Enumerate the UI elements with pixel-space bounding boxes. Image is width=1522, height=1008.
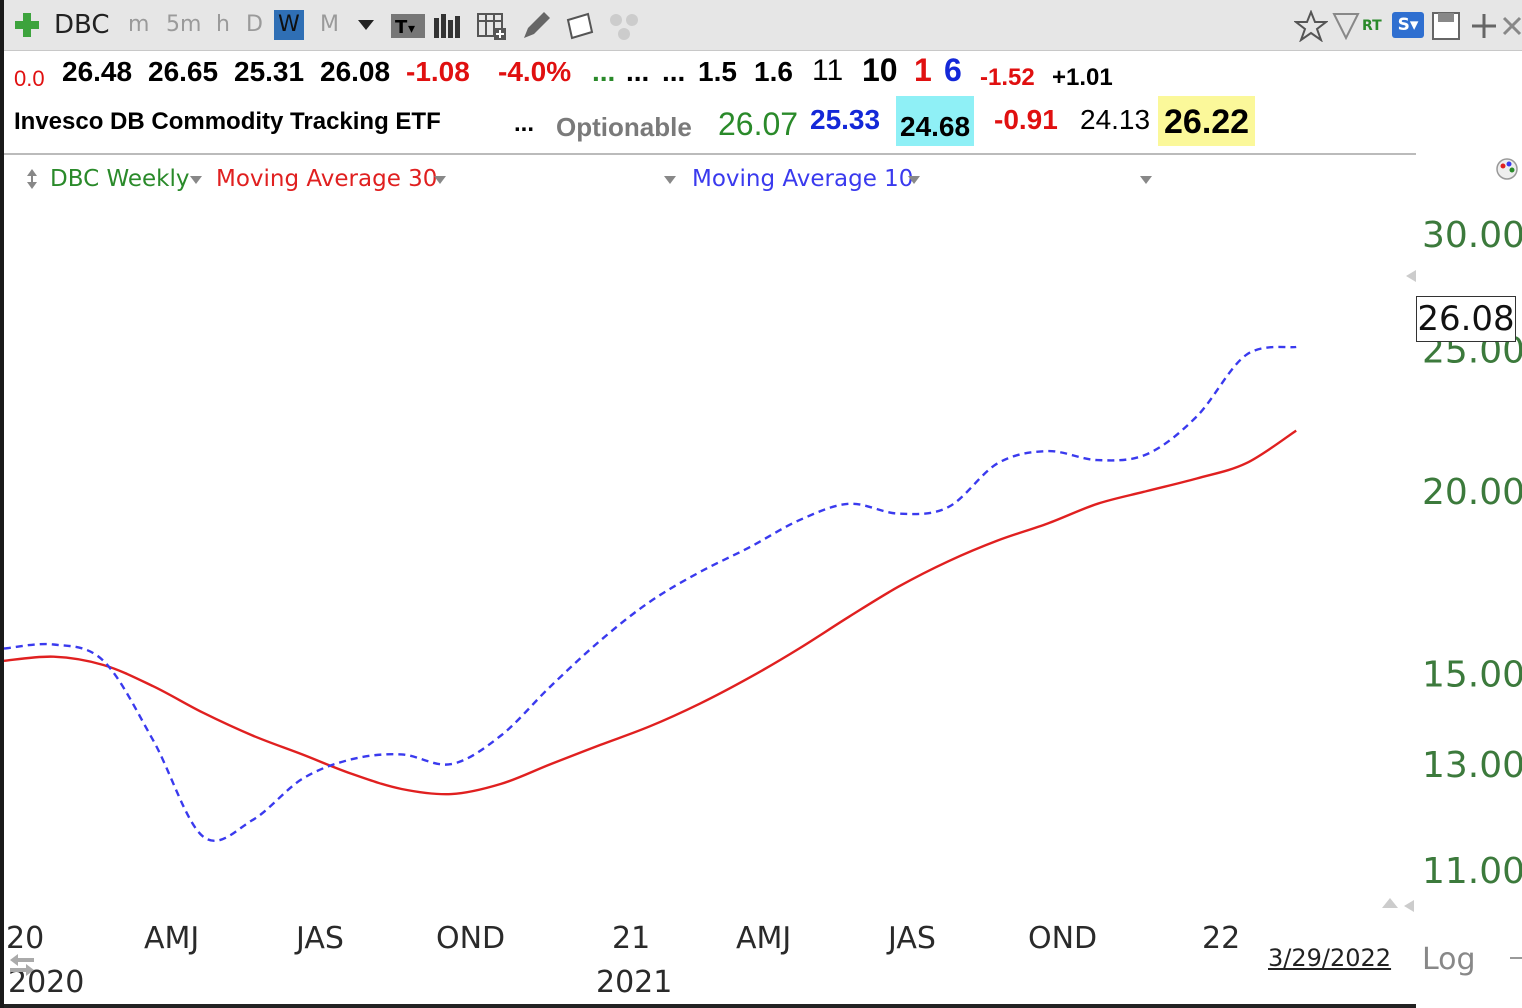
interval-day[interactable]: D — [246, 12, 263, 37]
dropdown-icon[interactable] — [356, 18, 376, 32]
quote-change: -1.08 — [406, 56, 470, 87]
interval-month[interactable]: M — [320, 12, 339, 37]
x-tick-label: AMJ — [736, 921, 791, 956]
bottom-scrollbar[interactable] — [4, 1004, 1416, 1008]
interval-5-minute[interactable]: 5m — [166, 12, 202, 37]
year-label: 2021 — [596, 965, 672, 1000]
legend-dropdown-icon[interactable] — [662, 174, 678, 186]
dots-icon[interactable] — [606, 10, 642, 44]
price-marker-icon — [1406, 270, 1416, 282]
flag-icon[interactable] — [1332, 12, 1360, 40]
interval-week[interactable]: W — [274, 10, 304, 40]
x-tick-label: JAS — [886, 921, 936, 956]
quote-w2: 25.33 — [810, 104, 881, 135]
legend-ma30[interactable]: Moving Average 30 — [216, 166, 438, 192]
add-icon[interactable] — [12, 10, 42, 40]
quote-v2: 1.6 — [754, 56, 793, 87]
x-tick-label: JAS — [294, 921, 344, 956]
close-icon[interactable] — [1502, 14, 1522, 38]
quote-high: 26.65 — [148, 56, 219, 87]
quote-w6: 26.22 — [1158, 96, 1256, 146]
scroll-up-icon[interactable] — [1382, 898, 1398, 908]
quote-dots-2: ... — [626, 56, 650, 87]
toolbar: DBC m 5m h D W M T ▾ RT S▾ — [4, 0, 1522, 51]
quote-v8: +1.01 — [1052, 64, 1113, 91]
legend-ma10[interactable]: Moving Average 10 — [692, 166, 914, 192]
legend-series-dropdown-icon[interactable] — [188, 174, 204, 186]
quote-w5: 24.13 — [1080, 104, 1151, 135]
x-tick-label: 20 — [6, 921, 44, 956]
quote-open: 26.48 — [62, 56, 133, 87]
quote-w3: 24.68 — [896, 96, 975, 146]
date-label: 3/29/2022 — [1268, 944, 1392, 972]
y-tick-label: 20.00 — [1422, 472, 1522, 513]
quote-close: 26.08 — [320, 56, 391, 87]
pencil-icon[interactable] — [520, 10, 552, 42]
quote-w1: 26.07 — [718, 106, 799, 142]
rt-icon[interactable]: RT — [1362, 18, 1382, 34]
y-tick-label: 30.00 — [1422, 215, 1522, 256]
quote-dots-3: ... — [662, 56, 686, 87]
palette-icon[interactable] — [1494, 156, 1520, 182]
log-scale-toggle[interactable]: Log — [1422, 942, 1476, 977]
text-icon[interactable]: T ▾ — [390, 12, 426, 40]
y-tick-label: 11.00 — [1422, 851, 1522, 892]
legend-ma10-dropdown-icon[interactable] — [906, 174, 922, 186]
ma10-line — [3, 345, 1297, 842]
x-tick-label: OND — [436, 921, 505, 956]
x-tick-label: AMJ — [144, 921, 199, 956]
last-price-label: 26.08 — [1416, 296, 1516, 342]
quote-v5: 1 — [914, 52, 932, 88]
security-name: Invesco DB Commodity Tracking ETF — [14, 108, 441, 135]
symbol-label[interactable]: DBC — [54, 10, 110, 40]
quote-change-small: 0.0 — [14, 66, 45, 91]
interval-minute[interactable]: m — [128, 12, 150, 37]
quote-w4: -0.91 — [994, 104, 1058, 135]
save-icon[interactable] — [1430, 10, 1462, 42]
quote-change-pct: -4.0% — [498, 56, 572, 87]
y-tick-label: 13.00 — [1422, 745, 1522, 786]
note-icon[interactable] — [564, 10, 596, 42]
move-icon[interactable] — [1470, 12, 1498, 40]
window-edge — [0, 0, 4, 1008]
quote-v3: 11 — [812, 54, 844, 87]
quote-dots-1: ... — [592, 56, 616, 87]
quote-v1: 1.5 — [698, 56, 737, 87]
y-tick-label: 15.00 — [1422, 654, 1522, 695]
header-separator — [4, 153, 1416, 155]
x-tick-label: 22 — [1202, 921, 1240, 956]
s-icon[interactable]: S▾ — [1392, 12, 1424, 38]
sort-icon[interactable] — [24, 168, 40, 190]
legend-ma30-dropdown-icon[interactable] — [432, 174, 448, 186]
x-tick-label: OND — [1028, 921, 1097, 956]
legend-series[interactable]: DBC Weekly — [50, 166, 190, 192]
quote-low: 25.31 — [234, 56, 305, 87]
x-tick-label: 21 — [612, 921, 650, 956]
swap-icon[interactable] — [6, 950, 38, 980]
star-icon[interactable] — [1294, 10, 1328, 42]
quote-v6: 6 — [944, 52, 962, 88]
svg-text:▾: ▾ — [408, 21, 415, 37]
scroll-left-icon[interactable] — [1404, 900, 1414, 912]
table-icon[interactable] — [476, 10, 508, 42]
name-dots: ... — [514, 110, 535, 137]
ma30-line — [3, 429, 1297, 796]
quote-v4: 10 — [862, 52, 898, 88]
legend-more-dropdown-icon[interactable] — [1138, 174, 1154, 186]
svg-text:T: T — [395, 17, 408, 38]
quote-v7: -1.52 — [980, 64, 1035, 91]
optionable-label: Optionable — [556, 112, 692, 142]
bars-icon[interactable] — [432, 12, 464, 40]
interval-hour[interactable]: h — [216, 12, 230, 37]
